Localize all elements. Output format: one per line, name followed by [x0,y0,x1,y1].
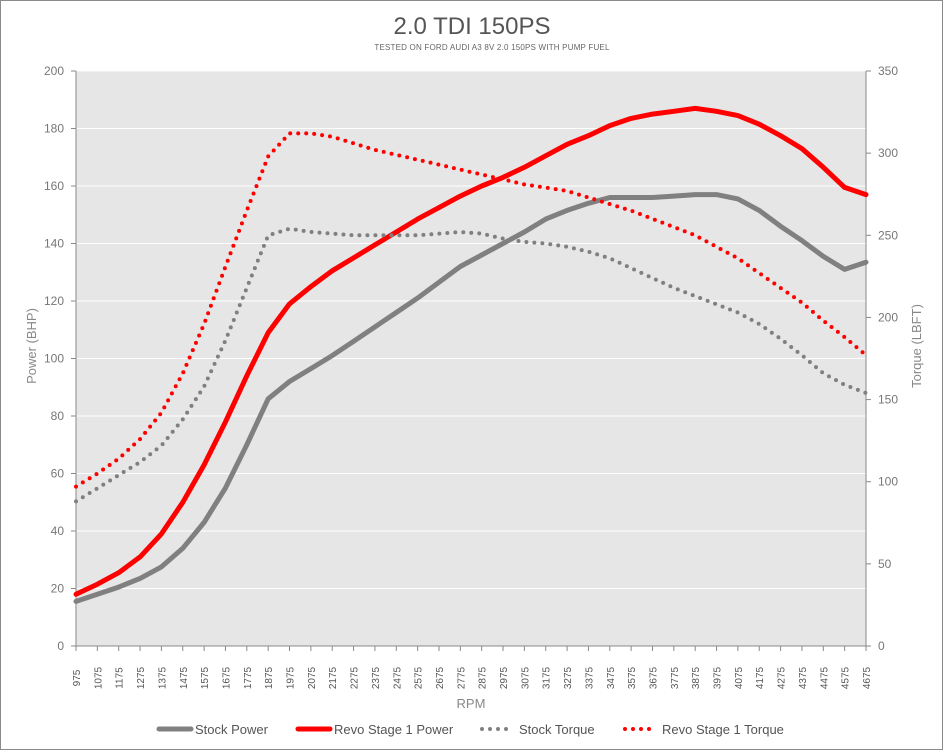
chart-subtitle: TESTED ON FORD AUDI A3 8V 2.0 150PS WITH… [374,43,610,52]
x-axis-title: RPM [457,696,486,711]
y2-tick-label: 300 [878,146,898,160]
x-tick-label: 1175 [115,667,126,689]
y2-tick-label: 150 [878,393,898,407]
x-tick-label: 2575 [414,666,425,689]
x-tick-label: 3175 [542,666,553,689]
y-tick-label: 80 [51,409,65,423]
legend-label-revo-stage-1-power: Revo Stage 1 Power [334,722,454,737]
series-line-stock-power [73,192,869,604]
series-line-stock-torque [74,226,868,504]
y-tick-label: 140 [44,237,64,251]
x-tick-label: 3575 [627,666,638,689]
x-tick-label: 1975 [286,666,297,689]
x-tick-label: 2475 [392,666,403,689]
x-tick-label: 2175 [328,666,339,689]
x-tick-label: 3975 [713,666,724,689]
x-tick-label: 975 [72,669,83,686]
y-tick-label: 0 [57,639,64,653]
x-tick-label: 3775 [670,666,681,689]
x-tick-label: 2975 [499,666,510,689]
y-tick-label: 100 [44,352,64,366]
x-tick-label: 4175 [755,666,766,689]
x-tick-label: 4075 [734,666,745,689]
x-tick-label: 2075 [307,666,318,689]
x-tick-label: 4275 [777,666,788,689]
x-tick-label: 2275 [350,666,361,689]
x-tick-label: 1275 [136,666,147,689]
y-axis-title-right: Torque (LBFT) [909,304,924,388]
x-tick-label: 4475 [819,666,830,689]
x-tick-label: 3475 [606,666,617,689]
x-tick-label: 4575 [841,666,852,689]
y2-tick-label: 100 [878,475,898,489]
x-tick-label: 3875 [691,666,702,689]
x-tick-label: 3075 [520,666,531,689]
x-tick-label: 1675 [221,666,232,689]
x-tick-label: 2775 [456,666,467,689]
y-tick-label: 200 [44,64,64,78]
legend-label-stock-torque: Stock Torque [519,722,595,737]
legend-label-revo-stage-1-torque: Revo Stage 1 Torque [662,722,784,737]
x-tick-label: 4375 [798,666,809,689]
legend-label-stock-power: Stock Power [195,722,269,737]
x-tick-label: 1075 [93,666,104,689]
x-tick-label: 2375 [371,666,382,689]
y2-tick-label: 50 [878,557,892,571]
y-tick-label: 40 [51,524,65,538]
x-tick-label: 1575 [200,666,211,689]
x-tick-label: 3675 [648,666,659,689]
series-line-revo-stage-1-torque [74,131,868,489]
x-tick-label: 2675 [435,666,446,689]
series-line-revo-stage-1-power [73,105,869,597]
x-tick-label: 4675 [862,666,873,689]
x-tick-label: 3375 [584,666,595,689]
y-tick-label: 20 [51,582,65,596]
y-tick-label: 120 [44,294,64,308]
y2-tick-label: 350 [878,64,898,78]
y2-tick-label: 250 [878,228,898,242]
x-tick-label: 1775 [243,666,254,689]
y2-tick-label: 0 [878,639,885,653]
x-tick-label: 1375 [157,666,168,689]
y-axis-title-left: Power (BHP) [24,308,39,384]
y-tick-label: 180 [44,122,64,136]
y-tick-label: 160 [44,179,64,193]
x-tick-label: 1475 [179,666,190,689]
y-tick-label: 60 [51,467,65,481]
x-tick-label: 3275 [563,666,574,689]
chart-title: 2.0 TDI 150PS [394,13,551,40]
x-tick-label: 2875 [478,666,489,689]
y2-tick-label: 200 [878,310,898,324]
x-tick-label: 1875 [264,666,275,689]
